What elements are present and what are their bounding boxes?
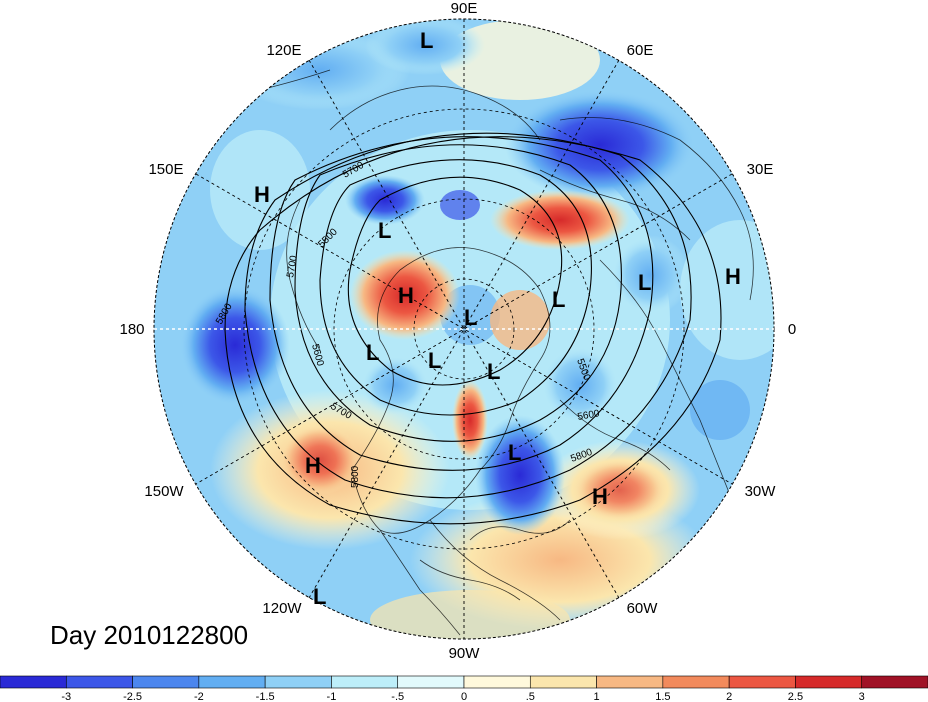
latitude-circles	[243, 108, 685, 550]
figure-title: Day 2010122800	[50, 620, 249, 650]
lon-label-30w: 30W	[745, 483, 777, 500]
contour-label: 5800	[350, 465, 361, 488]
pressure-marker-low: L	[487, 359, 500, 384]
contour-label: 5600	[577, 408, 601, 423]
colorbar-swatch	[132, 675, 200, 689]
pressure-marker-low: L	[638, 270, 651, 295]
colorbar-tick-label: 1	[594, 691, 600, 702]
pressure-system-markers: L H L H L L L H L L L L H H L	[254, 28, 741, 609]
lon-label-120e: 120E	[266, 42, 301, 59]
colorbar: -3 -2.5 -2 -1.5 -1 -.5 0 .5 1 1.5 2 2.5 3	[0, 675, 928, 702]
colorbar-tick-label: -.5	[391, 691, 404, 702]
colorbar-tick-label: -2.5	[123, 691, 142, 702]
meridian-lines	[154, 19, 774, 639]
colorbar-swatch	[0, 675, 67, 689]
longitude-labels: 90E 60E 30E 0 30W 60W 90W 120W 150W 180 …	[119, 0, 796, 662]
pressure-marker-low: L	[378, 218, 391, 243]
contour-label: 5700	[285, 254, 300, 278]
colorbar-tick-label: .5	[526, 691, 535, 702]
pressure-marker-high: H	[398, 283, 414, 308]
pressure-marker-low: L	[366, 340, 379, 365]
pressure-marker-high: H	[725, 264, 741, 289]
height-contours	[224, 132, 722, 525]
pressure-marker-low: L	[552, 287, 565, 312]
colorbar-tick-label: 0	[461, 691, 467, 702]
lon-label-60e: 60E	[627, 42, 654, 59]
colorbar-tick-label: -1	[327, 691, 337, 702]
colorbar-swatch	[596, 675, 664, 689]
colorbar-swatch	[397, 675, 465, 689]
pressure-marker-low: L	[428, 348, 441, 373]
colorbar-swatch	[264, 675, 332, 689]
lon-label-150e: 150E	[148, 161, 183, 178]
lon-label-180: 180	[119, 321, 144, 338]
colorbar-tick-label: -1.5	[256, 691, 275, 702]
colorbar-swatch	[331, 675, 399, 689]
lon-label-120w: 120W	[262, 600, 302, 617]
anomaly-field	[154, 19, 774, 639]
pressure-marker-low: L	[420, 28, 433, 53]
colorbar-tick-label: 3	[859, 691, 865, 702]
colorbar-swatches	[0, 675, 928, 689]
pressure-marker-low: L	[313, 584, 326, 609]
pressure-marker-low: L	[464, 305, 477, 330]
pressure-marker-high: H	[305, 453, 321, 478]
colorbar-swatch	[795, 675, 863, 689]
lon-label-0: 0	[788, 321, 796, 338]
colorbar-swatch	[65, 675, 133, 689]
colorbar-tick-label: -2	[194, 691, 204, 702]
lon-label-150w: 150W	[144, 483, 184, 500]
pressure-marker-high: H	[592, 484, 608, 509]
colorbar-swatch	[463, 675, 531, 689]
lon-label-90w: 90W	[449, 645, 481, 662]
colorbar-swatch	[198, 675, 266, 689]
colorbar-tick-labels: -3 -2.5 -2 -1.5 -1 -.5 0 .5 1 1.5 2 2.5 3	[61, 691, 864, 702]
colorbar-tick-label: 2	[726, 691, 732, 702]
colorbar-swatch	[728, 675, 796, 689]
colorbar-swatch	[861, 675, 928, 689]
lon-label-30e: 30E	[747, 161, 774, 178]
colorbar-swatch	[662, 675, 730, 689]
colorbar-swatch	[529, 675, 597, 689]
lon-label-60w: 60W	[627, 600, 659, 617]
pressure-marker-high: H	[254, 182, 270, 207]
pressure-marker-low: L	[508, 440, 521, 465]
colorbar-tick-label: 2.5	[788, 691, 803, 702]
colorbar-tick-label: 1.5	[655, 691, 670, 702]
colorbar-tick-label: -3	[61, 691, 71, 702]
polar-stereographic-map: 90E 60E 30E 0 30W 60W 90W 120W 150W 180 …	[119, 0, 796, 662]
lon-label-90e: 90E	[451, 0, 478, 17]
